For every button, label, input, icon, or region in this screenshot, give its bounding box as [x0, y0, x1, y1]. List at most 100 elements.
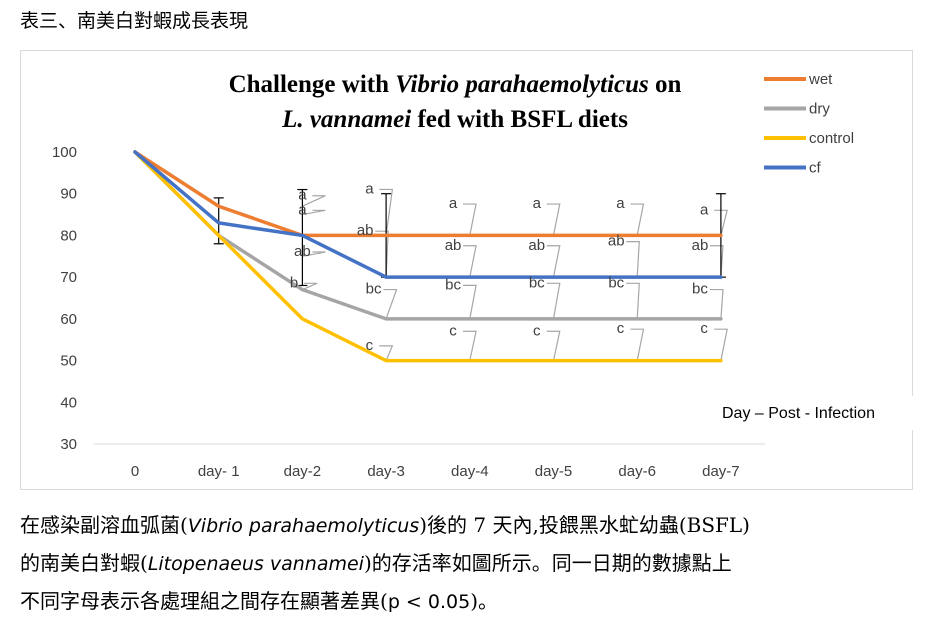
x-tick-label: day-7: [702, 463, 740, 480]
significance-label: ab: [608, 233, 625, 250]
series-line-cf: [133, 150, 723, 279]
y-tick-label: 40: [60, 394, 77, 411]
significance-label: c: [449, 322, 457, 339]
leader-line: [375, 230, 389, 278]
series-line-wet: [133, 150, 723, 238]
significance-label: ab: [528, 237, 545, 254]
leader-line: [630, 328, 645, 361]
caption-line-3: 不同字母表示各處理組之間存在顯著差異(p < 0.05)。: [20, 583, 920, 621]
caption-pvalue: p < 0.05: [387, 591, 471, 613]
title-species: L. vannamei: [281, 106, 411, 133]
leader-line: [546, 203, 561, 236]
y-tick-label: 100: [52, 144, 77, 161]
x-tick-label: day-4: [451, 463, 489, 480]
significance-label: a: [298, 201, 307, 218]
significance-label: bc: [692, 281, 708, 298]
significance-label: c: [366, 337, 374, 354]
annotation-leader-lines: [302, 188, 728, 361]
leader-line: [714, 209, 728, 236]
significance-label: bc: [445, 276, 461, 293]
x-tick-label: day-6: [618, 463, 656, 480]
significance-label: a: [616, 195, 625, 212]
significance-label: a: [449, 195, 458, 212]
x-tick-label: day-5: [535, 463, 573, 480]
leader-line: [463, 203, 477, 236]
leader-line: [302, 251, 326, 257]
legend-label-wet: wet: [808, 71, 833, 88]
caption-species: Vibrio parahaemolyticus: [187, 515, 420, 537]
significance-label: a: [533, 195, 542, 212]
significance-label: a: [365, 180, 374, 197]
y-tick-label: 50: [60, 353, 77, 370]
title-species: Vibrio parahaemolyticus: [395, 71, 649, 98]
caption-text: )。: [470, 589, 498, 613]
caption-text: )的存活率如圖所示。同一日期的數據點上: [363, 551, 732, 575]
x-axis-label: Day – Post - Infection: [722, 405, 875, 422]
leader-line: [630, 203, 645, 236]
xlabel-box: [713, 396, 913, 430]
caption-text: 在感染副溶血弧菌(: [20, 513, 188, 537]
significance-label: a: [298, 187, 307, 204]
legend-label-cf: cf: [809, 160, 822, 177]
caption-text: 的南美白對蝦(: [20, 551, 148, 575]
leader-line: [626, 241, 640, 278]
series-lines: [133, 150, 723, 363]
caption-line-2: 的南美白對蝦(Litopenaeus vannamei)的存活率如圖所示。同一日…: [20, 545, 920, 583]
leader-line: [546, 330, 561, 361]
y-tick-label: 70: [60, 269, 77, 286]
leader-line: [302, 209, 326, 216]
y-tick-label: 30: [60, 436, 77, 453]
significance-label: bc: [608, 274, 624, 291]
leader-line: [302, 282, 318, 291]
significance-label: c: [533, 322, 541, 339]
leader-line: [714, 328, 728, 361]
chart-legend: wet dry control cf: [764, 71, 854, 177]
legend-label-dry: dry: [809, 101, 830, 118]
caption-line-1: 在感染副溶血弧菌(Vibrio parahaemolyticus)後的 7 天內…: [20, 507, 920, 545]
significance-label: bc: [366, 281, 382, 298]
caption-species: Litopenaeus vannamei: [147, 553, 364, 575]
y-tick-label: 60: [60, 311, 77, 328]
significance-label: a: [700, 201, 709, 218]
series-line-dry: [133, 150, 723, 321]
leader-line: [379, 345, 394, 361]
significance-label: b: [290, 274, 298, 291]
leader-line: [302, 195, 326, 207]
leader-line: [379, 188, 394, 236]
leader-line: [626, 282, 640, 319]
significance-label: ab: [445, 237, 462, 254]
table-heading: 表三、南美白對蝦成長表現: [20, 10, 249, 32]
leader-line: [546, 245, 561, 278]
caption-text: 不同字母表示各處理組之間存在顯著差異(: [20, 589, 388, 613]
y-tick-label: 90: [60, 186, 77, 203]
x-tick-label: 0: [131, 463, 139, 480]
y-tick-label: 80: [60, 227, 77, 244]
caption-text: )後的 7 天內,投餵黑水虻幼蟲(BSFL): [419, 513, 750, 537]
significance-label: bc: [529, 274, 545, 291]
significance-label: ab: [294, 243, 311, 260]
leader-line: [463, 330, 477, 361]
chart-axes: 30 40 50 60 70 80 90 100 0 day- 1 day-2 day-3 day-4 d…: [52, 144, 765, 480]
title-part: fed with BSFL diets: [411, 106, 628, 133]
leader-line: [709, 288, 724, 319]
significance-label: c: [700, 320, 708, 337]
significance-label: ab: [692, 237, 709, 254]
leader-line: [546, 282, 561, 319]
legend-label-control: control: [809, 130, 854, 147]
x-tick-label: day-2: [284, 463, 322, 480]
chart-title-line2: L. vannamei fed with BSFL diets: [281, 106, 628, 133]
significance-label: ab: [357, 222, 374, 239]
leader-line: [463, 245, 477, 278]
x-tick-label: day-3: [367, 463, 405, 480]
leader-line: [463, 284, 477, 319]
x-tick-label: day- 1: [198, 463, 240, 480]
leader-line: [383, 288, 398, 320]
figure-caption: 在感染副溶血弧菌(Vibrio parahaemolyticus)後的 7 天內…: [20, 507, 920, 621]
series-line-control: [133, 150, 723, 363]
title-part: on: [649, 71, 682, 98]
chart-title-line1: Challenge with Vibrio parahaemolyticus o…: [229, 71, 682, 98]
title-part: Challenge with: [229, 71, 396, 98]
leader-line: [709, 245, 724, 278]
survival-line-chart: 30 40 50 60 70 80 90 100 0 day- 1 day-2 day-3 day-4 d…: [51, 71, 913, 480]
